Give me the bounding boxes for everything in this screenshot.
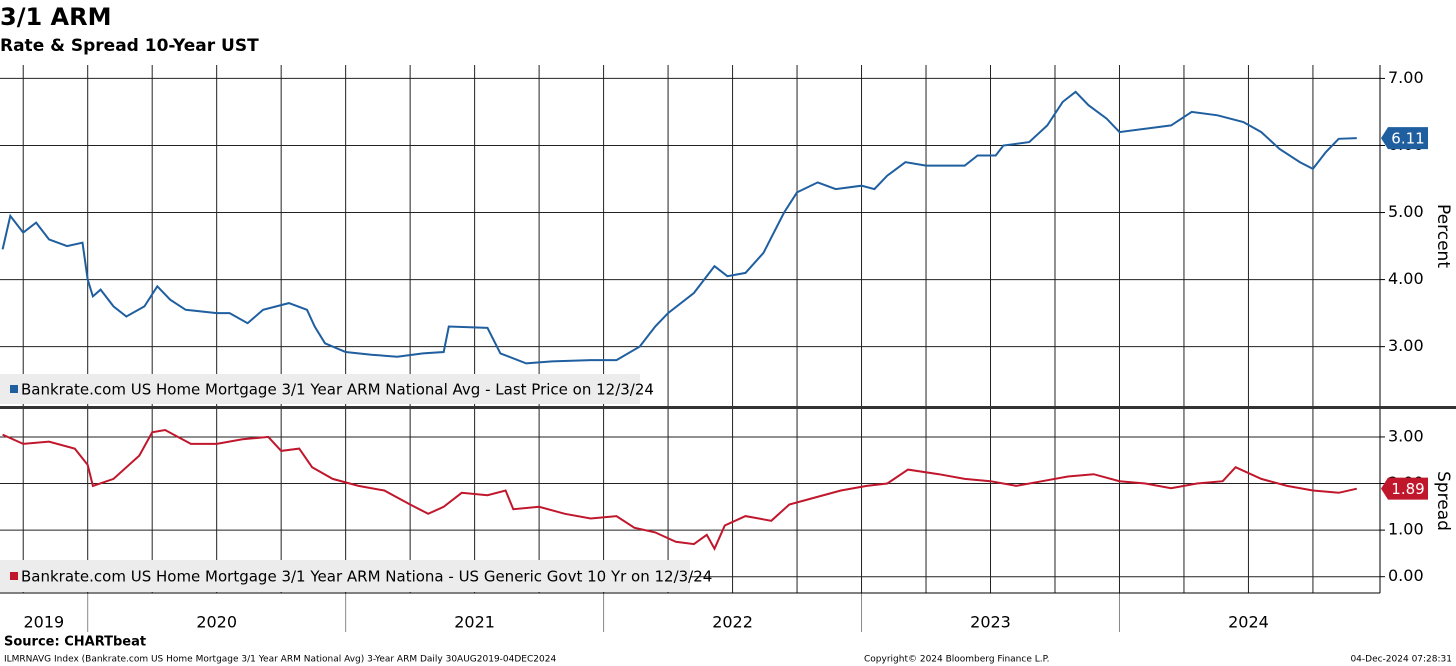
y-axis-title: Percent	[1433, 204, 1453, 268]
panel-divider	[0, 406, 1456, 409]
x-tick-label: 2019	[23, 613, 64, 632]
legend-box	[0, 374, 640, 404]
x-tick-label: 2023	[970, 613, 1011, 632]
series-line	[1, 90, 1357, 365]
x-tick-label: 2022	[712, 613, 753, 632]
y-tick-label: 3.00	[1388, 336, 1424, 355]
last-value-label: 1.89	[1391, 480, 1424, 498]
chart-subtitle: Rate & Spread 10-Year UST	[0, 36, 259, 56]
y-tick-label: 0.00	[1388, 566, 1424, 585]
y-axis-title: Spread	[1433, 471, 1453, 531]
footer-left: ILMRNAVG Index (Bankrate.com US Home Mor…	[4, 655, 556, 665]
legend-swatch	[10, 385, 18, 393]
y-tick-label: 7.00	[1388, 68, 1424, 87]
legend-box	[0, 560, 690, 592]
last-value-label: 6.11	[1391, 130, 1424, 148]
chart-title: 3/1 ARM	[0, 3, 111, 31]
y-tick-label: 4.00	[1388, 269, 1424, 288]
source: Source: CHARTbeat	[4, 635, 146, 650]
x-tick-label: 2020	[196, 613, 237, 632]
series-line	[2, 428, 1358, 551]
y-tick-label: 5.00	[1388, 202, 1424, 221]
last-value-badge	[1381, 477, 1428, 500]
x-tick-label: 2021	[454, 613, 495, 632]
legend-label: Bankrate.com US Home Mortgage 3/1 Year A…	[21, 568, 712, 586]
y-tick-label: 3.00	[1388, 426, 1424, 445]
footer-center: Copyright© 2024 Bloomberg Finance L.P.	[864, 655, 1049, 665]
x-tick-label: 2024	[1228, 613, 1269, 632]
y-tick-label: 1.00	[1388, 520, 1424, 539]
legend-swatch	[10, 572, 18, 580]
legend-label: Bankrate.com US Home Mortgage 3/1 Year A…	[21, 381, 654, 399]
last-value-badge	[1381, 127, 1428, 150]
footer-right: 04-Dec-2024 07:28:31	[1350, 655, 1452, 665]
